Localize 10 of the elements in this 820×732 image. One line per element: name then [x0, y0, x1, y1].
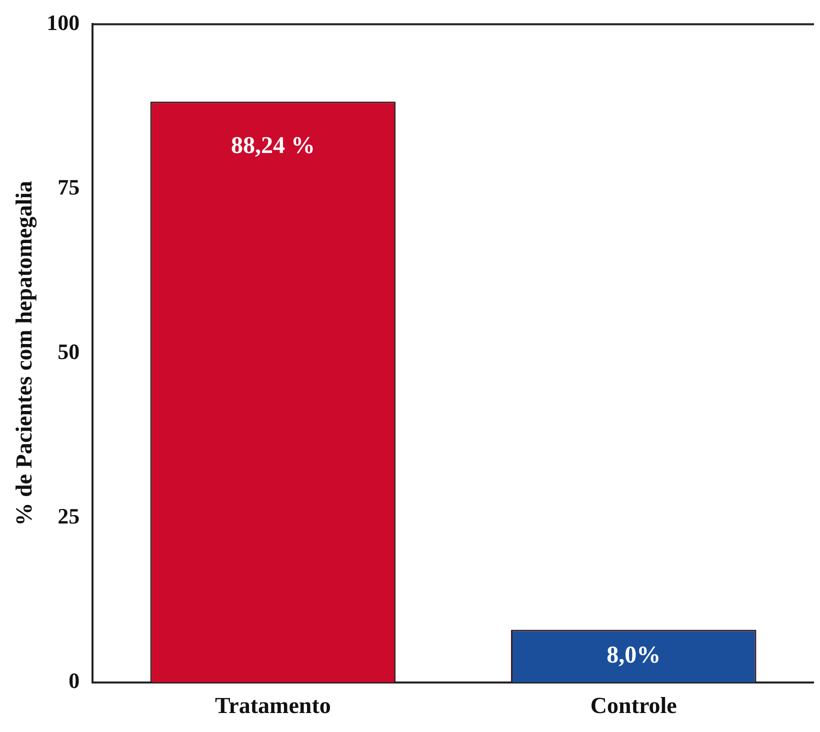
data-label: 8,0% [606, 642, 661, 668]
y-axis-title: % de Pacientes com hepatomegalia [12, 180, 38, 526]
y-tick-label: 75 [58, 174, 80, 200]
y-tick-label: 25 [58, 504, 80, 529]
y-tick-label: 100 [46, 10, 80, 35]
y-tick-label: 50 [58, 338, 80, 364]
data-label: 88,24 % [230, 132, 315, 159]
x-tick-label: Controle [590, 693, 677, 718]
y-tick-label: 0 [68, 668, 80, 694]
x-tick-label: Tratamento [215, 693, 331, 718]
